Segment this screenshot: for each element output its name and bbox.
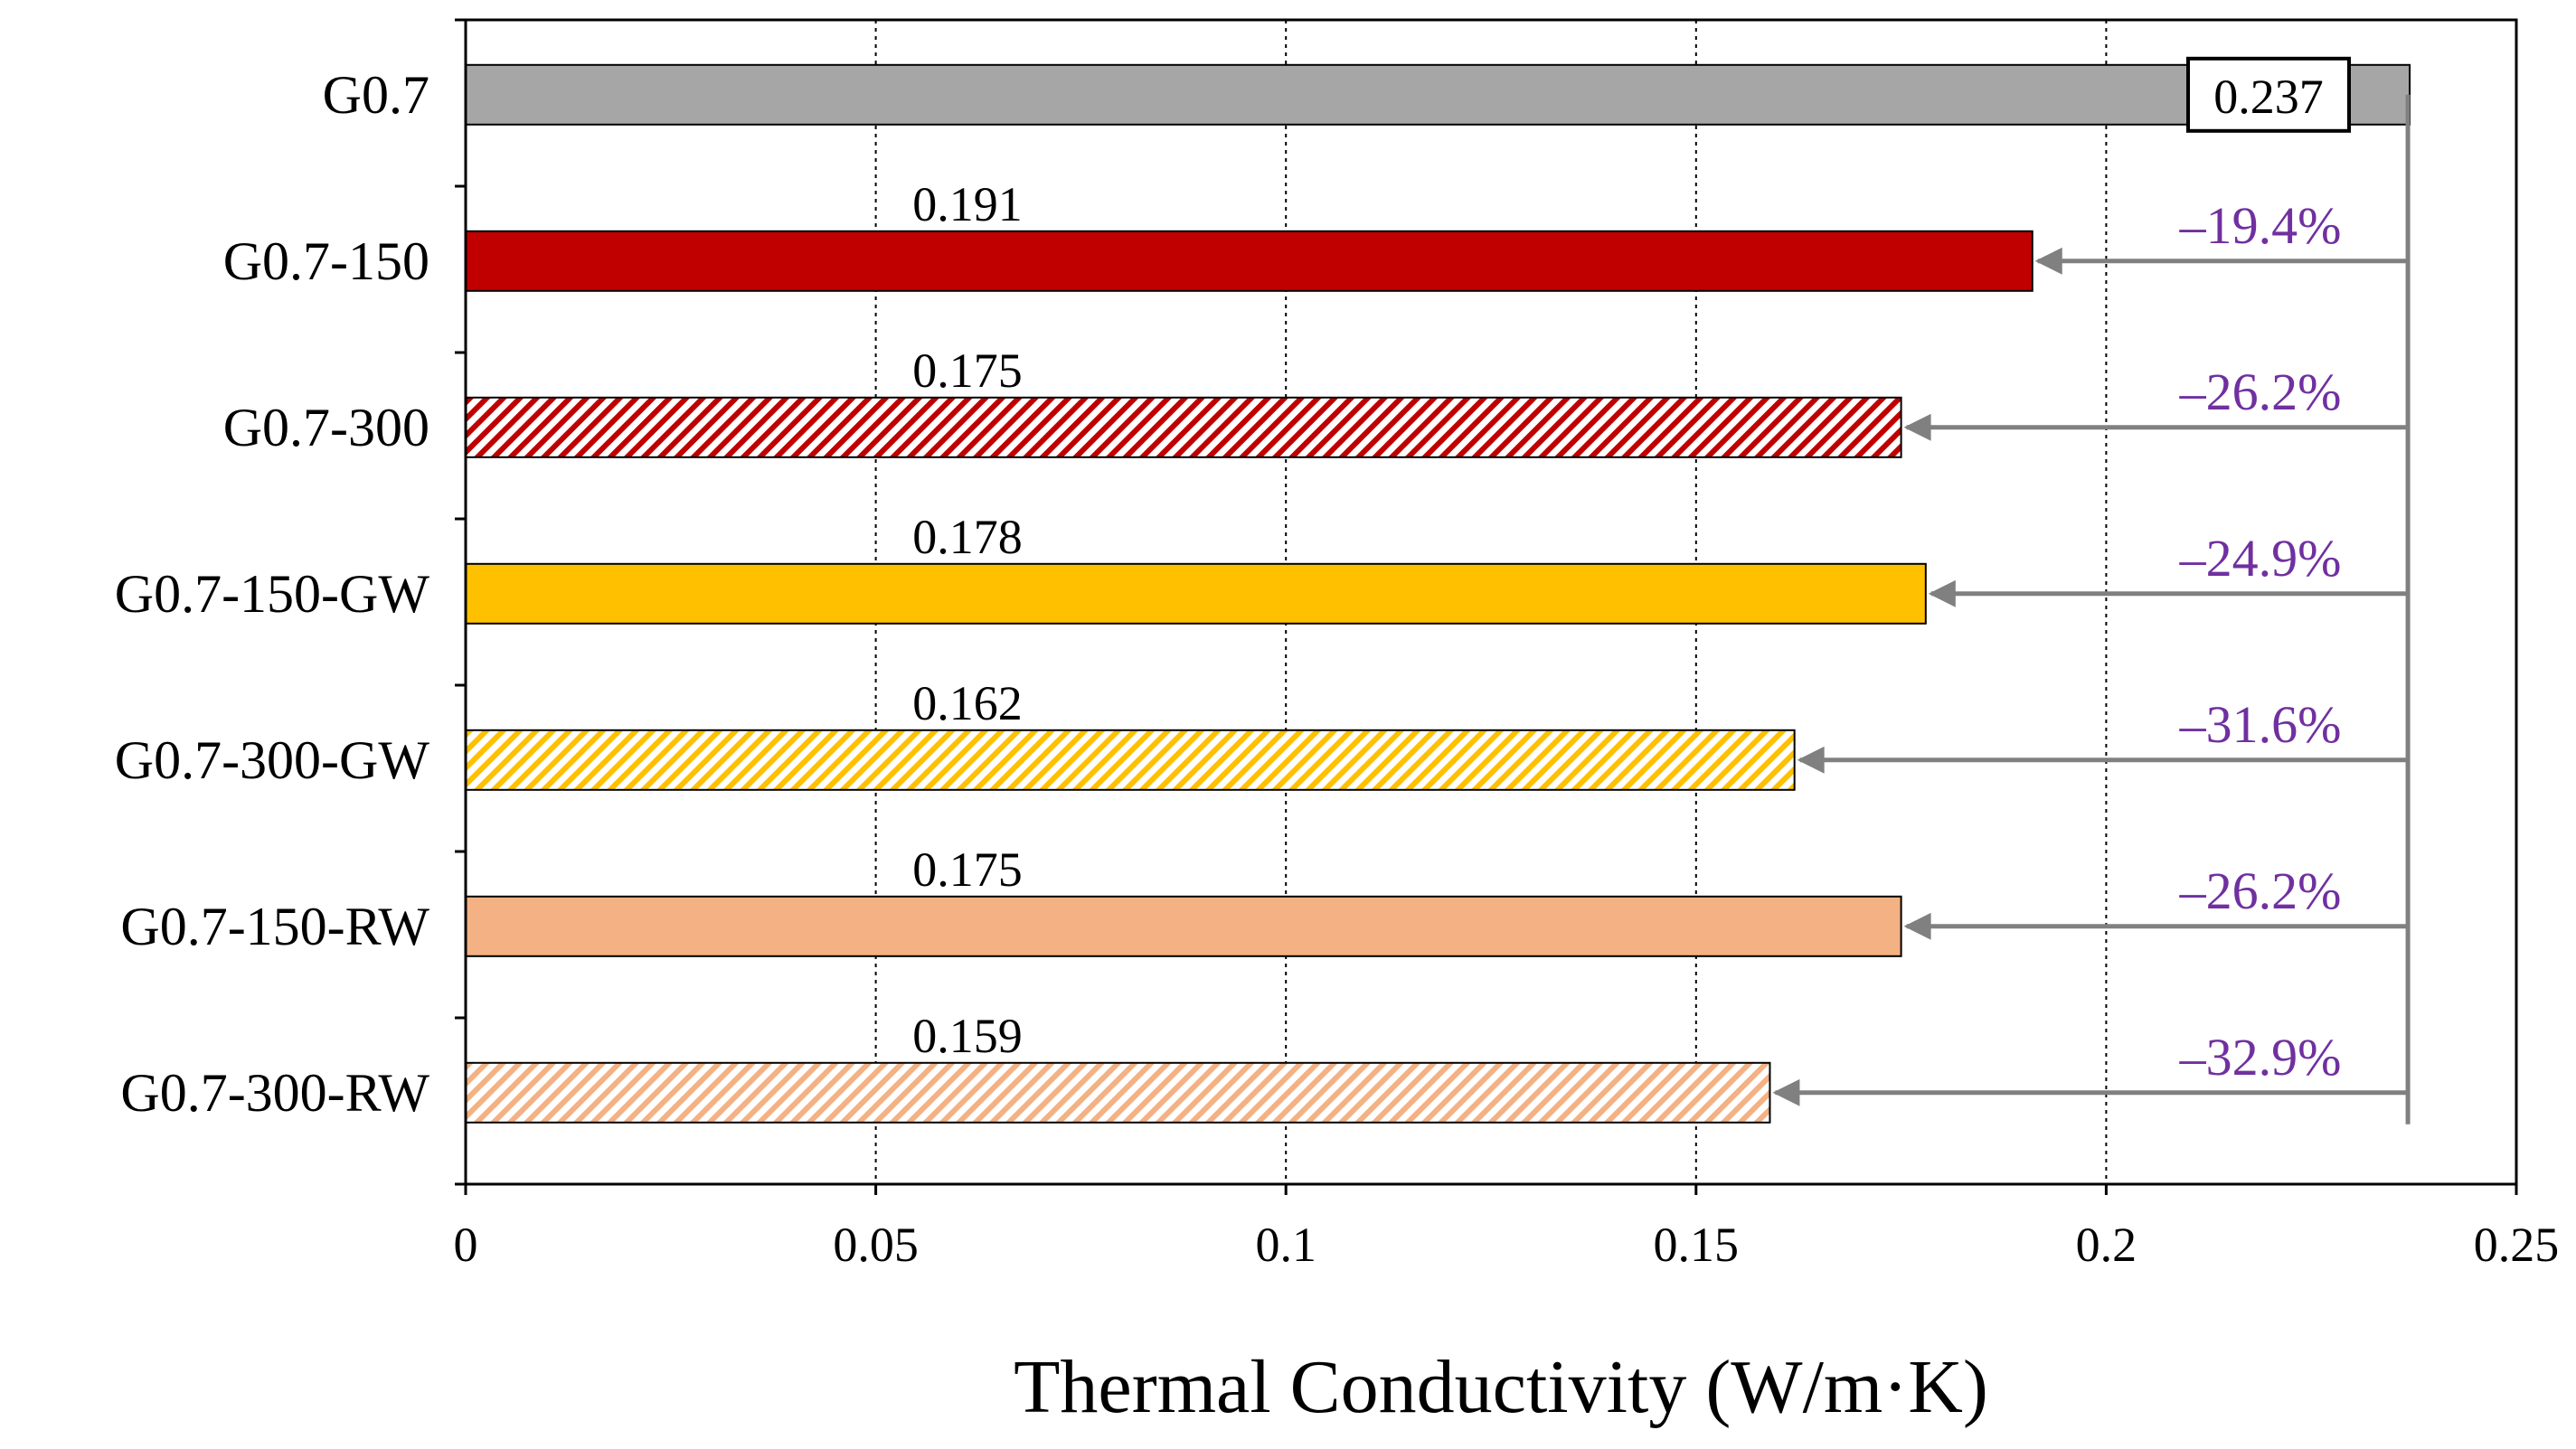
reference-value-box: [2186, 56, 2351, 133]
category-label: G0.7-300: [223, 398, 429, 457]
category-label: G0.7: [323, 65, 429, 125]
bar-g07-150: [465, 230, 2033, 292]
value-label: 0.159: [912, 1009, 1023, 1063]
bar-g07-300: [465, 396, 1902, 458]
bar-g07-300-rw: [465, 1061, 1771, 1124]
value-label: 0.162: [912, 676, 1023, 730]
x-tick-label: 0.05: [833, 1218, 919, 1272]
category-label: G0.7-150-GW: [115, 564, 430, 624]
bar-g07: [465, 63, 2411, 126]
percent-change-label: –19.4%: [2179, 196, 2342, 255]
x-axis-title: Thermal Conductivity (W/m·K): [1014, 1345, 1988, 1429]
category-label: G0.7-300-RW: [120, 1063, 429, 1123]
percent-change-label: –24.9%: [2179, 529, 2342, 588]
value-label: 0.175: [912, 842, 1023, 897]
labels: 0 0.05 0.1 0.15 0.2 0.25 G0.7 0.237 G0.7-150 0.19…: [115, 56, 2560, 1272]
reduction-arrows: [1772, 94, 2411, 1124]
x-tick-label: 0: [454, 1218, 478, 1272]
category-label: G0.7-150: [223, 231, 429, 291]
bar-g07-150-rw: [465, 895, 1902, 957]
value-label: 0.178: [912, 510, 1023, 564]
x-tick-label: 0.1: [1255, 1218, 1316, 1272]
percent-change-label: –26.2%: [2179, 861, 2342, 920]
value-label: 0.237: [2213, 70, 2324, 124]
x-tick-label: 0.2: [2076, 1218, 2137, 1272]
category-label: G0.7-150-RW: [120, 897, 429, 956]
percent-change-label: –32.9%: [2179, 1028, 2342, 1087]
value-label: 0.191: [912, 177, 1023, 231]
x-tick-label: 0.15: [1654, 1218, 1740, 1272]
percent-change-label: –26.2%: [2179, 362, 2342, 421]
axes: [455, 18, 2518, 1195]
plot-frame: [464, 18, 2518, 1186]
bar-g07-300-gw: [465, 729, 1796, 791]
bars: [465, 63, 2411, 1124]
x-tick-label: 0.25: [2474, 1218, 2560, 1272]
value-label: 0.175: [912, 343, 1023, 398]
percent-change-label: –31.6%: [2179, 695, 2342, 754]
category-label: G0.7-300-GW: [115, 730, 430, 790]
bar-g07-150-gw: [465, 562, 1927, 625]
